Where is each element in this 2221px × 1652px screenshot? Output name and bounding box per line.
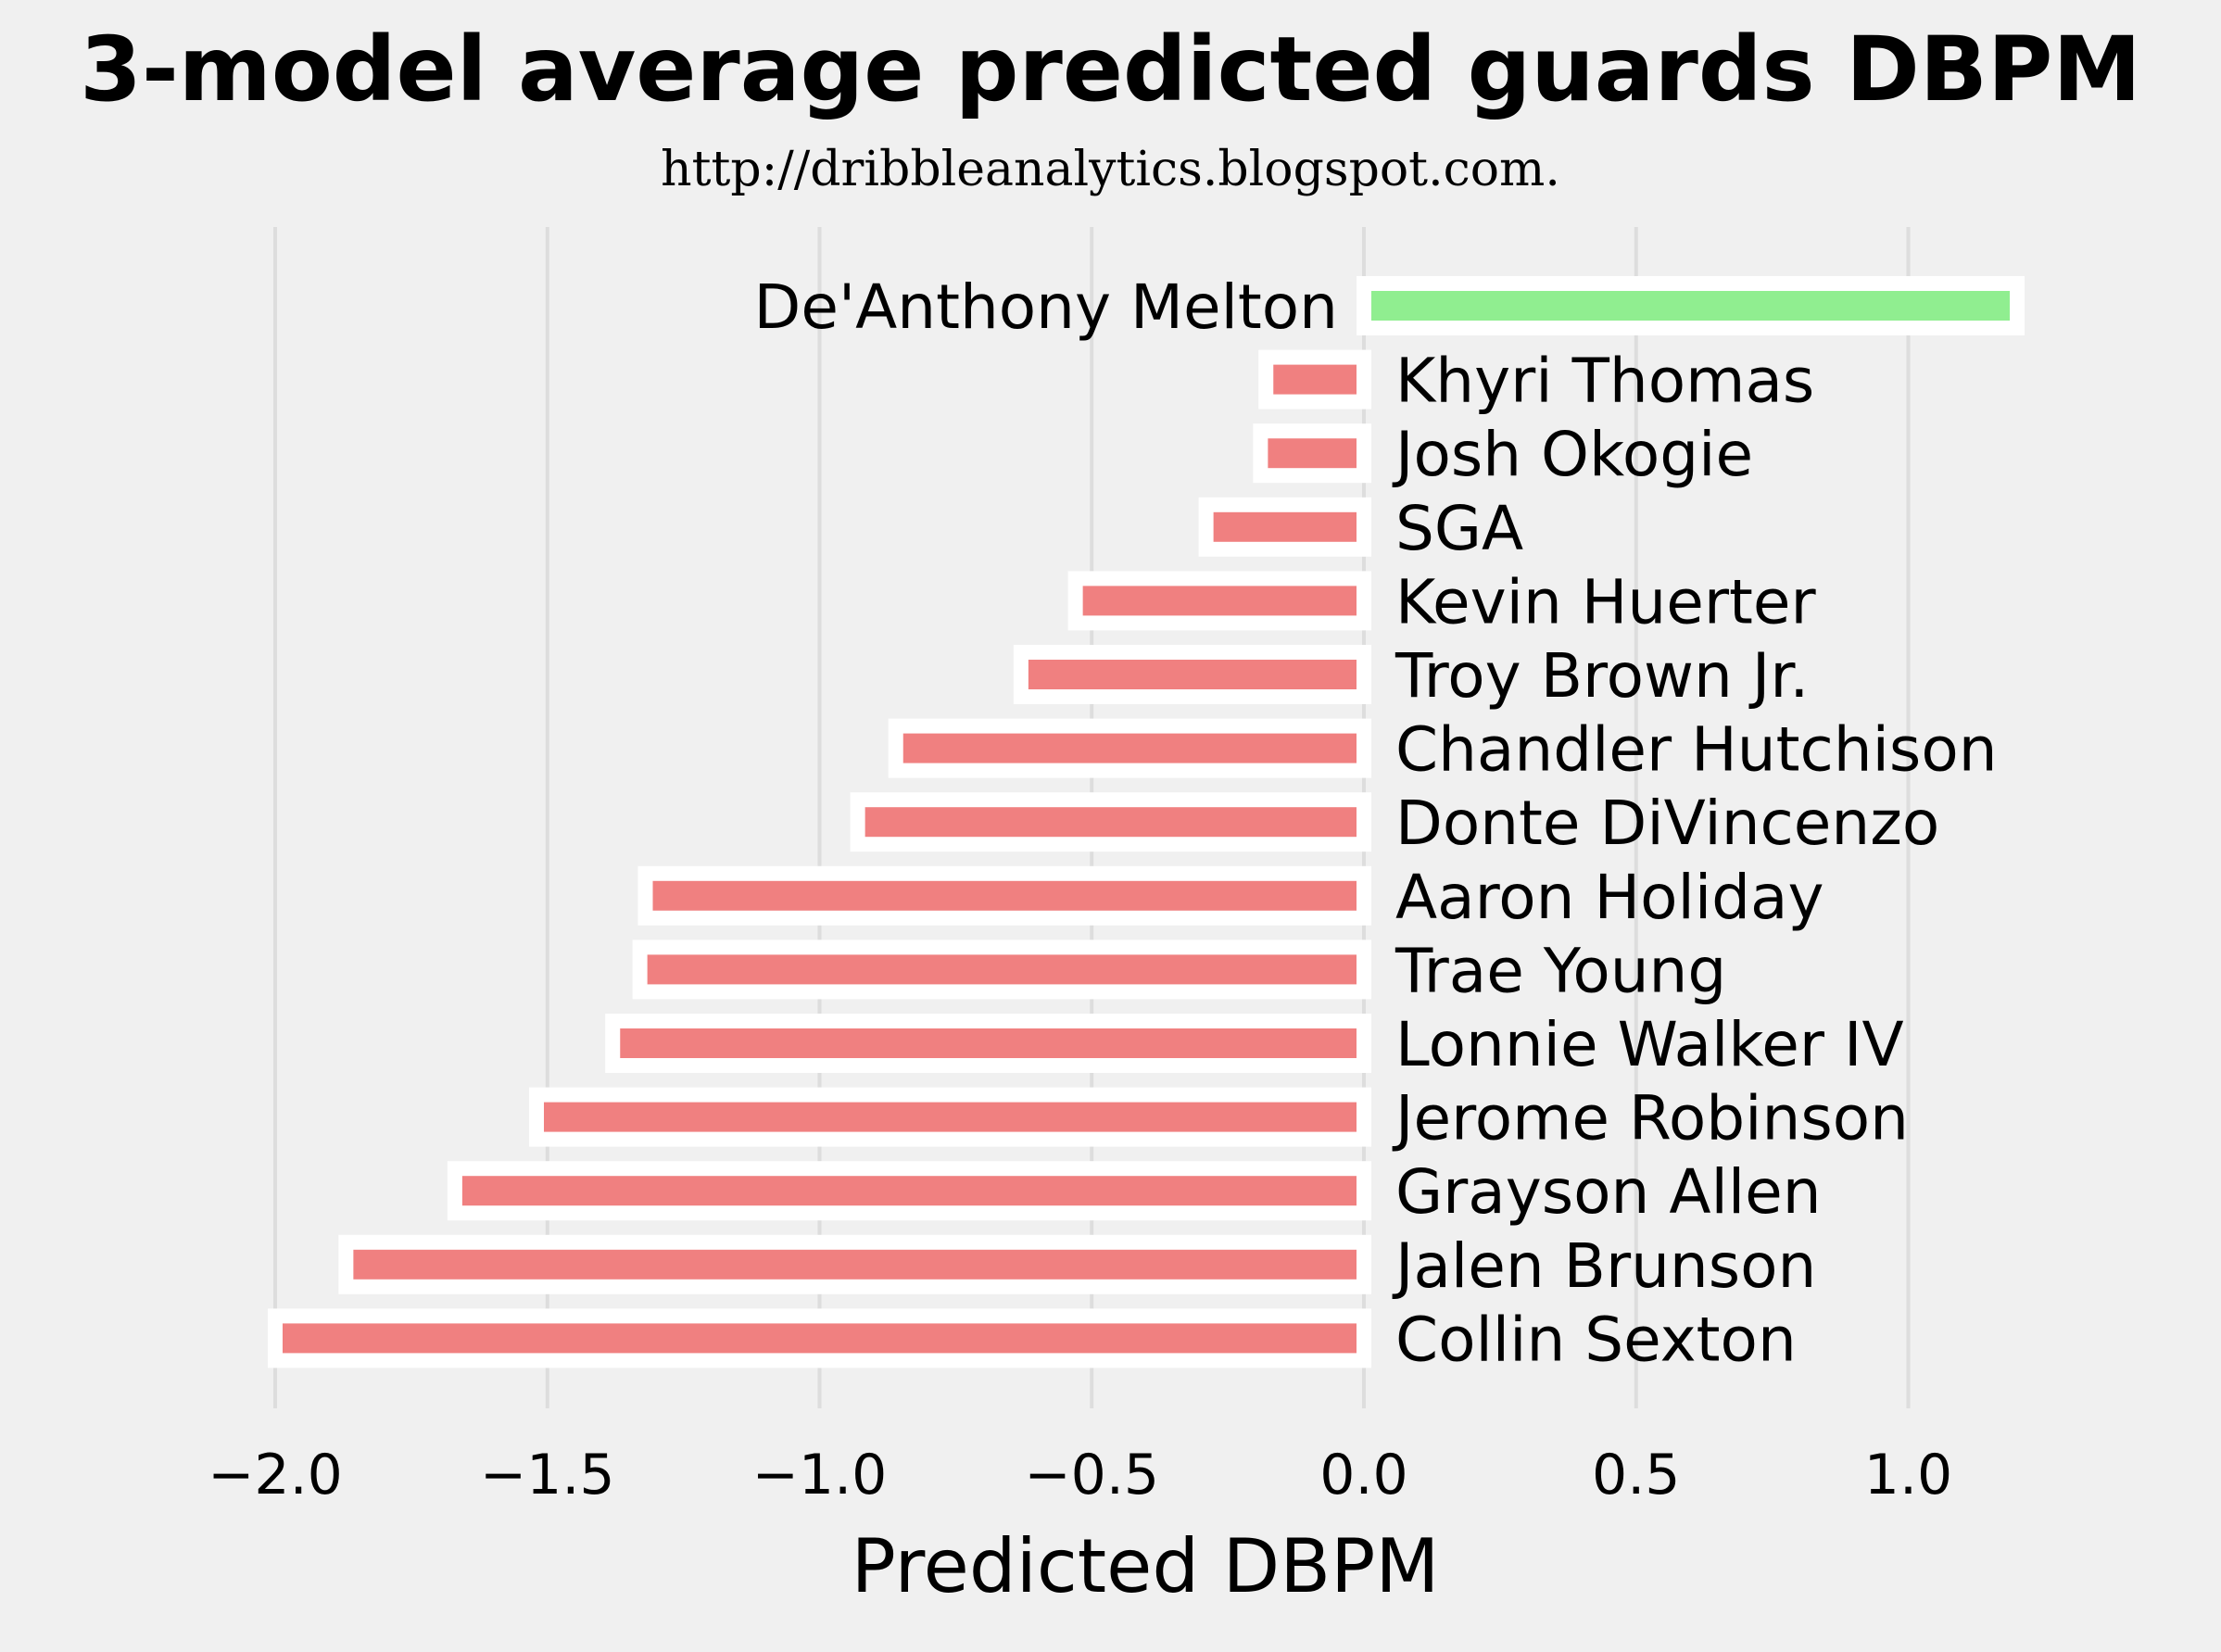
bar bbox=[1198, 497, 1371, 557]
bar-label: Grayson Allen bbox=[1395, 1156, 1822, 1228]
bar-label: Josh Okogie bbox=[1392, 419, 1753, 490]
bar bbox=[1067, 571, 1371, 631]
x-tick-label: 1.0 bbox=[1864, 1443, 1952, 1507]
bar bbox=[1357, 276, 2025, 335]
bar-label: Kevin Huerter bbox=[1395, 566, 1816, 637]
bar-label: SGA bbox=[1395, 493, 1523, 564]
x-tick-label: −1.5 bbox=[480, 1443, 615, 1507]
bars bbox=[268, 276, 2025, 1368]
bar bbox=[1258, 349, 1371, 410]
bar bbox=[1253, 423, 1371, 484]
bar bbox=[447, 1161, 1371, 1221]
x-tick-label: −1.0 bbox=[752, 1443, 888, 1507]
bar bbox=[338, 1234, 1371, 1294]
bar-label: Jerome Robinson bbox=[1392, 1083, 1909, 1154]
x-tick-label: −0.5 bbox=[1024, 1443, 1159, 1507]
bar-label: Donte DiVincenzo bbox=[1395, 788, 1939, 859]
bar-label: Trae Young bbox=[1394, 935, 1726, 1006]
bar bbox=[1013, 645, 1371, 704]
bar bbox=[850, 792, 1371, 852]
chart-title: 3-model average predicted guards DBPM bbox=[80, 18, 2141, 121]
bar bbox=[268, 1308, 1371, 1368]
bar-label: Lonnie Walker IV bbox=[1395, 1009, 1904, 1080]
bar bbox=[888, 718, 1371, 778]
bar bbox=[529, 1087, 1371, 1147]
chart-subtitle: http://dribbleanalytics.blogspot.com. bbox=[661, 142, 1560, 197]
bar-label: Khyri Thomas bbox=[1395, 346, 1814, 417]
bar bbox=[632, 939, 1371, 1000]
x-tick-labels: −2.0 −1.5 −1.0 −0.5 0.0 0.5 1.0 bbox=[208, 1443, 1952, 1507]
x-tick-label: 0.0 bbox=[1319, 1443, 1407, 1507]
bar-label: Collin Sexton bbox=[1395, 1304, 1797, 1375]
bar-label: De'Anthony Melton bbox=[754, 271, 1338, 343]
x-tick-label: −2.0 bbox=[208, 1443, 343, 1507]
bar bbox=[637, 865, 1371, 926]
bar-label: Jalen Brunson bbox=[1392, 1230, 1816, 1302]
bar-label: Aaron Holiday bbox=[1395, 862, 1824, 933]
x-tick-label: 0.5 bbox=[1592, 1443, 1680, 1507]
x-axis-label: Predicted DBPM bbox=[852, 1523, 1440, 1609]
bar-label: Troy Brown Jr. bbox=[1394, 640, 1809, 712]
bar-label: Chandler Hutchison bbox=[1395, 714, 1998, 786]
bar bbox=[605, 1014, 1371, 1073]
